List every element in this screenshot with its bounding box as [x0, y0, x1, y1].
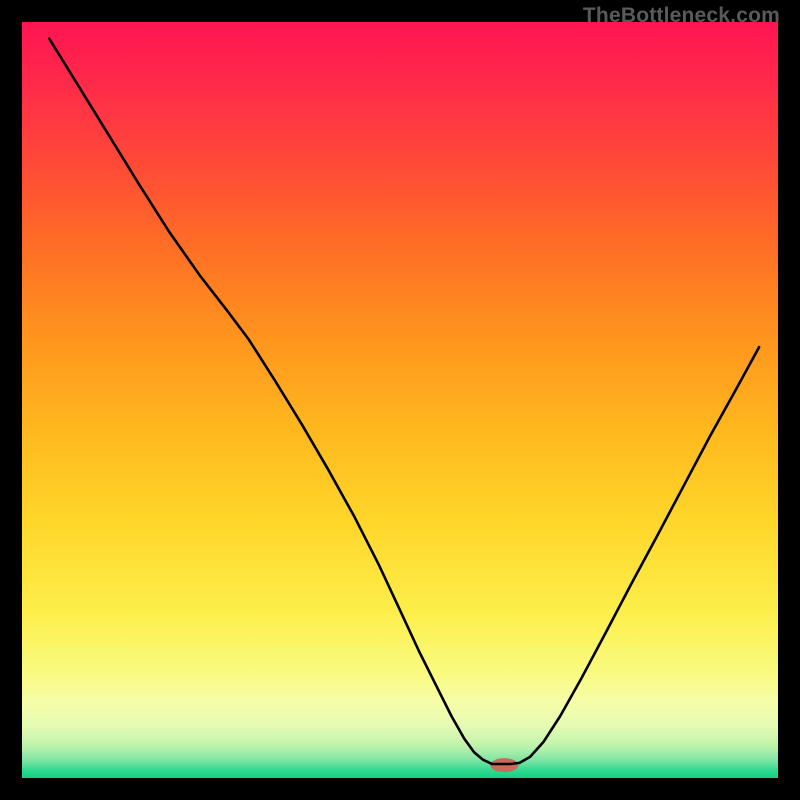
watermark-text: TheBottleneck.com [583, 4, 780, 28]
chart-container: TheBottleneck.com [0, 0, 800, 800]
chart-background-gradient [22, 22, 778, 778]
bottleneck-curve-chart [0, 0, 800, 800]
